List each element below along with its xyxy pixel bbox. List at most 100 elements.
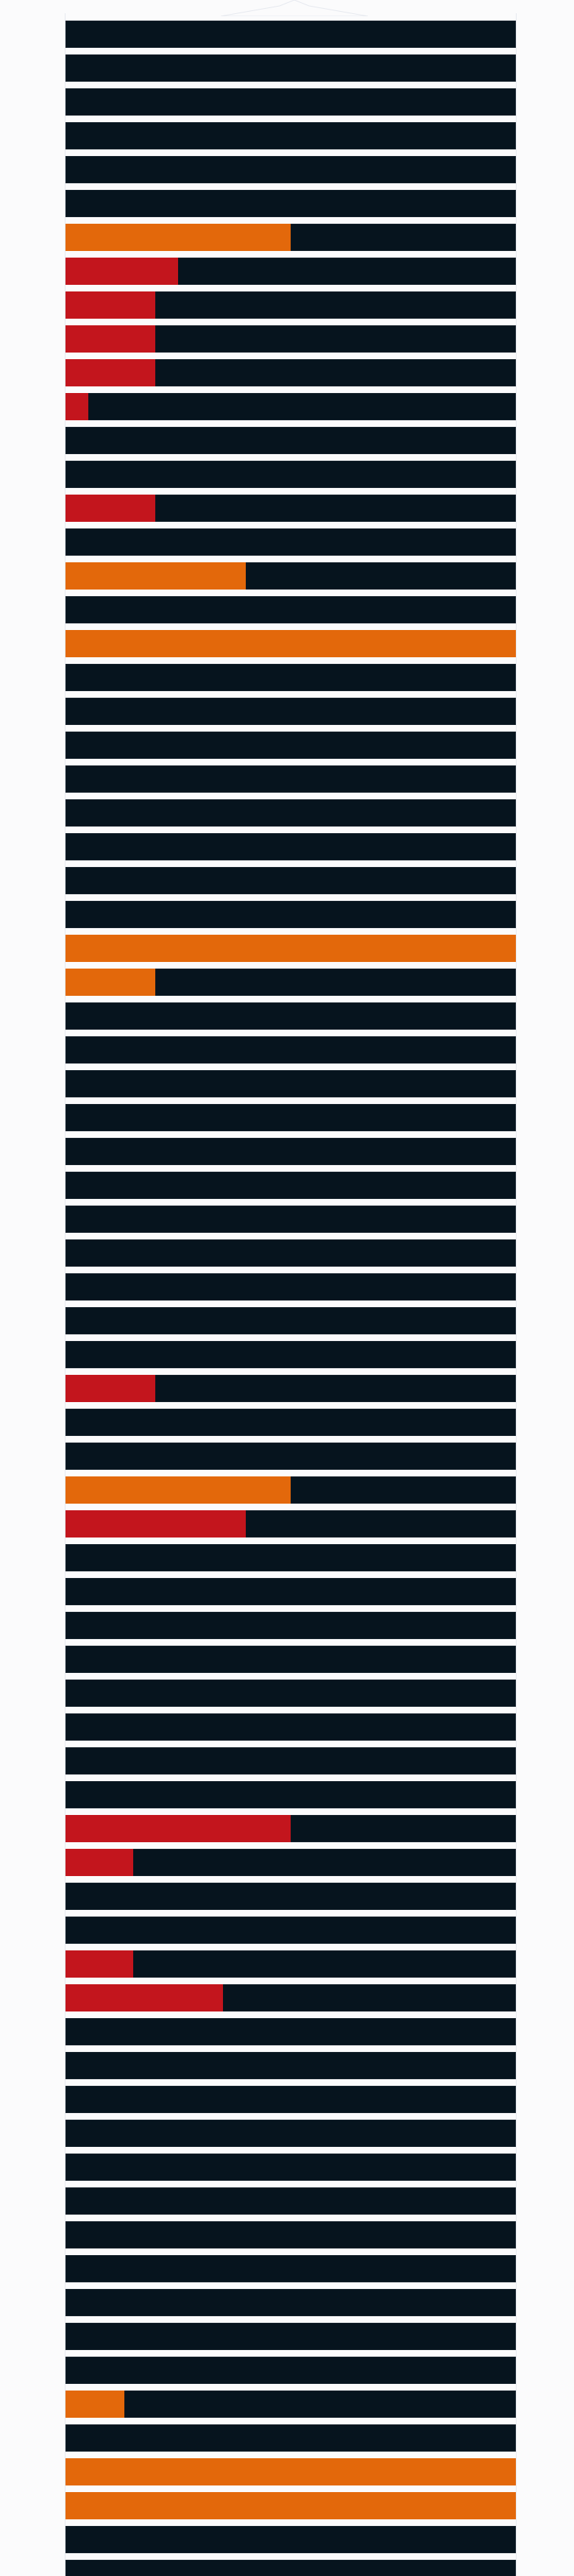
bar-row [65,2255,516,2282]
bar-row [65,2391,516,2418]
bar-row [65,833,516,860]
bar-fill [65,1984,224,2011]
bar-row [65,1917,516,1944]
bar-fill [65,325,156,353]
bar-row [65,1409,516,1436]
bar-row [65,664,516,691]
bar-fill [65,562,246,590]
bar-row [65,1781,516,1808]
bar-row [65,2120,516,2147]
bar-fill [65,1815,291,1842]
bar-row [65,1544,516,1571]
bar-row [65,1036,516,1064]
bar-row [65,2357,516,2384]
bar-row [65,325,516,353]
bar-row [65,291,516,319]
bar-fill [65,969,156,996]
bar-row [65,1815,516,1842]
bar-row [65,2086,516,2113]
bar-row [65,54,516,82]
bar-row [65,528,516,556]
bar-row [65,495,516,522]
bar-row [65,799,516,827]
bar-row [65,935,516,962]
bar-row [65,461,516,488]
bar-row [65,1070,516,1097]
bar-row [65,1341,516,1368]
bar-row [65,2187,516,2215]
bar-row [65,1443,516,1470]
bar-fill [65,393,88,420]
bar-row [65,224,516,251]
bar-row [65,1883,516,1910]
bar-row [65,1984,516,2011]
bar-row [65,2424,516,2452]
bar-row [65,698,516,725]
bar-row [65,190,516,217]
bar-row [65,2560,516,2576]
bar-row [65,969,516,996]
bar-row [65,1239,516,1267]
bar-row [65,359,516,386]
bar-row [65,1138,516,1165]
bar-row [65,156,516,183]
bar-fill [65,2391,124,2418]
bar-row [65,1950,516,1978]
bar-row [65,1612,516,1639]
bar-row [65,1273,516,1301]
bar-row [65,427,516,454]
bar-row [65,393,516,420]
bar-row [65,562,516,590]
bar-list-panel [65,13,517,2576]
bar-row [65,867,516,894]
bar-row [65,1172,516,1199]
bar-row [65,2492,516,2519]
bar-row [65,901,516,928]
bar-row [65,1747,516,1774]
bar-row [65,2458,516,2485]
bar-row [65,21,516,48]
bar-fill [65,630,516,657]
bar-row [65,630,516,657]
bar-fill [65,2458,516,2485]
bar-row [65,1104,516,1131]
bar-row [65,1578,516,1605]
bar-row [65,88,516,116]
bar-row [65,2221,516,2248]
bar-fill [65,258,178,285]
bar-fill [65,935,516,962]
bar-row [65,1206,516,1233]
bar-row [65,765,516,793]
bar-row [65,122,516,149]
bar-row [65,1510,516,1538]
bar-row [65,1476,516,1504]
bar-fill [65,1510,246,1538]
bar-row [65,2289,516,2316]
bar-fill [65,1950,133,1978]
bar-row [65,2052,516,2079]
bar-fill [65,1849,133,1876]
bar-row [65,2526,516,2553]
bar-fill [65,224,291,251]
bar-row [65,596,516,623]
bar-row [65,258,516,285]
bar-fill [65,495,156,522]
bar-row [65,1307,516,1334]
bar-row [65,1646,516,1673]
bar-row [65,1375,516,1402]
bar-fill [65,2492,516,2519]
triangle-notch-icon [221,0,368,16]
bar-row [65,1713,516,1741]
bar-row [65,2018,516,2045]
bar-row [65,1849,516,1876]
bar-row [65,1002,516,1030]
bar-fill [65,359,156,386]
bar-row [65,1680,516,1707]
bar-row [65,732,516,759]
bar-fill [65,291,156,319]
bar-row [65,2154,516,2181]
bar-fill [65,1375,156,1402]
bar-list [65,21,516,2576]
bar-fill [65,1476,291,1504]
